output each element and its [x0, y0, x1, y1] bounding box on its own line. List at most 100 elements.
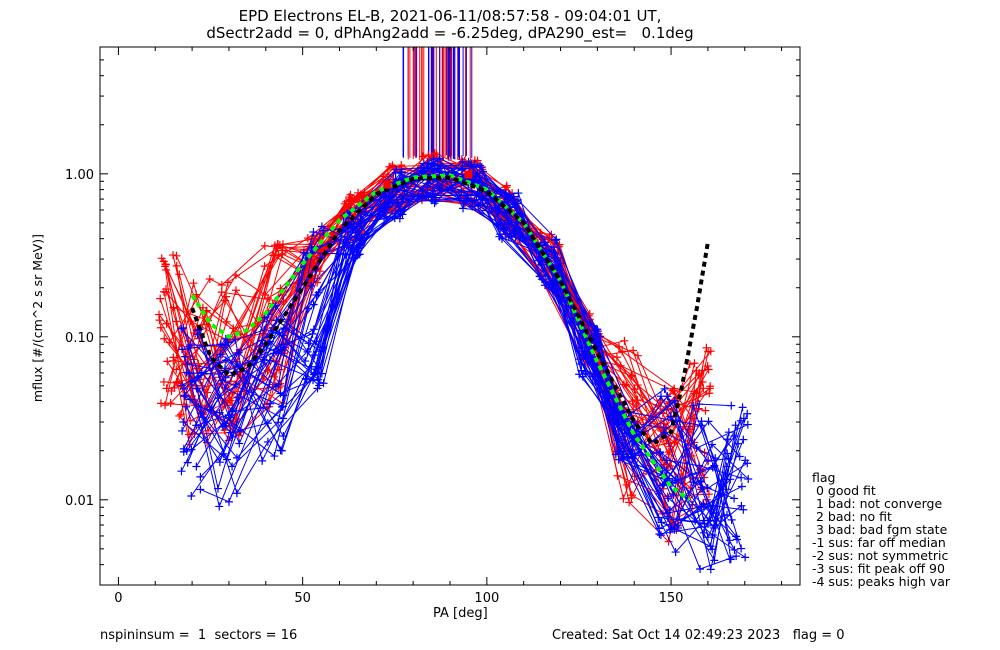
data-point: [276, 389, 285, 398]
data-point: [669, 386, 678, 395]
data-point: [727, 401, 736, 410]
data-point: [424, 192, 433, 201]
data-point: [169, 251, 178, 260]
data-point: [495, 232, 504, 241]
data-point: [273, 244, 282, 253]
data-point: [194, 373, 203, 382]
data-point: [696, 477, 705, 486]
data-point: [161, 401, 170, 410]
data-point: [177, 345, 186, 354]
data-point: [223, 278, 232, 287]
data-point: [272, 316, 281, 325]
legend-item: -4 sus: peaks high var: [812, 574, 951, 589]
data-point: [309, 376, 318, 385]
data-point: [737, 544, 746, 553]
data-point: [385, 162, 394, 171]
data-point: [258, 336, 267, 345]
peak-marker: [464, 170, 473, 179]
chart-title-line1: EPD Electrons EL-B, 2021-06-11/08:57:58 …: [238, 7, 662, 25]
data-point: [708, 440, 717, 449]
data-point: [704, 490, 713, 499]
data-point: [217, 288, 226, 297]
data-point: [179, 444, 188, 453]
data-point: [727, 515, 736, 524]
data-point: [633, 351, 642, 360]
data-point: [614, 455, 623, 464]
data-point: [307, 281, 316, 290]
data-point: [155, 310, 164, 319]
data-point: [549, 243, 558, 252]
data-point: [159, 377, 168, 386]
data-point: [730, 494, 739, 503]
data-point: [515, 225, 524, 234]
data-point: [704, 365, 713, 374]
data-point: [187, 492, 196, 501]
data-point: [279, 432, 288, 441]
data-point: [664, 494, 673, 503]
data-point: [156, 399, 165, 408]
data-point: [224, 497, 233, 506]
data-point: [196, 485, 205, 494]
data-point: [232, 453, 241, 462]
data-point: [467, 186, 476, 195]
data-point: [709, 523, 718, 532]
data-point: [194, 402, 203, 411]
data-point: [743, 409, 752, 418]
data-point: [474, 192, 483, 201]
data-point: [214, 369, 223, 378]
fit-curve-black: [190, 175, 710, 447]
data-point: [232, 489, 241, 498]
legend-item: 1 bad: not converge: [812, 496, 943, 511]
data-point: [739, 505, 748, 514]
data-point: [477, 163, 486, 172]
data-point: [186, 341, 195, 350]
data-point: [613, 471, 622, 480]
data-point: [511, 233, 520, 242]
data-point: [690, 359, 699, 368]
data-point: [231, 286, 240, 295]
data-point: [736, 416, 745, 425]
data-point: [156, 294, 165, 303]
data-point: [229, 324, 238, 333]
data-point: [277, 446, 286, 455]
data-point: [704, 417, 713, 426]
vertical-line-cluster: [402, 47, 473, 161]
data-point: [697, 483, 706, 492]
data-point: [743, 420, 752, 429]
data-point: [669, 490, 678, 499]
data-point: [215, 502, 224, 511]
data-point: [189, 279, 198, 288]
data-point: [205, 274, 214, 283]
footer-left: nspininsum = 1 sectors = 16: [100, 628, 298, 643]
data-point: [356, 236, 365, 245]
data-point: [702, 343, 711, 352]
data-point: [175, 270, 184, 279]
data-point: [347, 195, 356, 204]
data-point: [178, 381, 187, 390]
data-point: [663, 392, 672, 401]
data-point: [304, 304, 313, 313]
data-point: [269, 251, 278, 260]
data-point: [706, 565, 715, 574]
data-point: [510, 200, 519, 209]
data-point: [216, 340, 225, 349]
data-point: [303, 234, 312, 243]
data-point: [737, 501, 746, 510]
data-point: [319, 379, 328, 388]
data-point: [699, 528, 708, 537]
data-point: [172, 251, 181, 260]
series-line: [201, 171, 739, 570]
data-point: [221, 296, 230, 305]
data-point: [700, 473, 709, 482]
data-point: [732, 552, 741, 561]
data-point: [696, 564, 705, 573]
data-point: [309, 300, 318, 309]
data-point: [172, 317, 181, 326]
data-point: [656, 448, 665, 457]
data-point: [319, 226, 328, 235]
data-point: [743, 459, 752, 468]
data-point: [706, 382, 715, 391]
data-point: [536, 272, 545, 281]
data-point: [217, 281, 226, 290]
data-point: [701, 406, 710, 415]
